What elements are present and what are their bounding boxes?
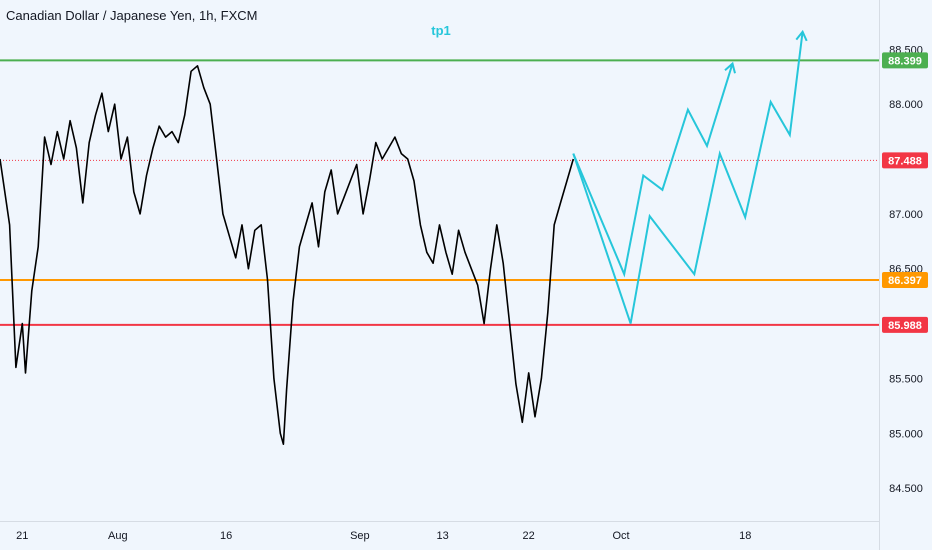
horizontal-levels [0, 59, 879, 326]
projection-arrows [572, 29, 808, 324]
price-line [0, 65, 575, 446]
price-scale[interactable] [879, 0, 932, 550]
arrowhead-1 [724, 61, 736, 74]
arrowhead-2 [795, 29, 808, 42]
projection-path-2 [572, 31, 804, 324]
projection-path-1 [572, 63, 734, 278]
price-series [0, 65, 575, 446]
chart-title: Canadian Dollar / Japanese Yen, 1h, FXCM [6, 8, 258, 23]
